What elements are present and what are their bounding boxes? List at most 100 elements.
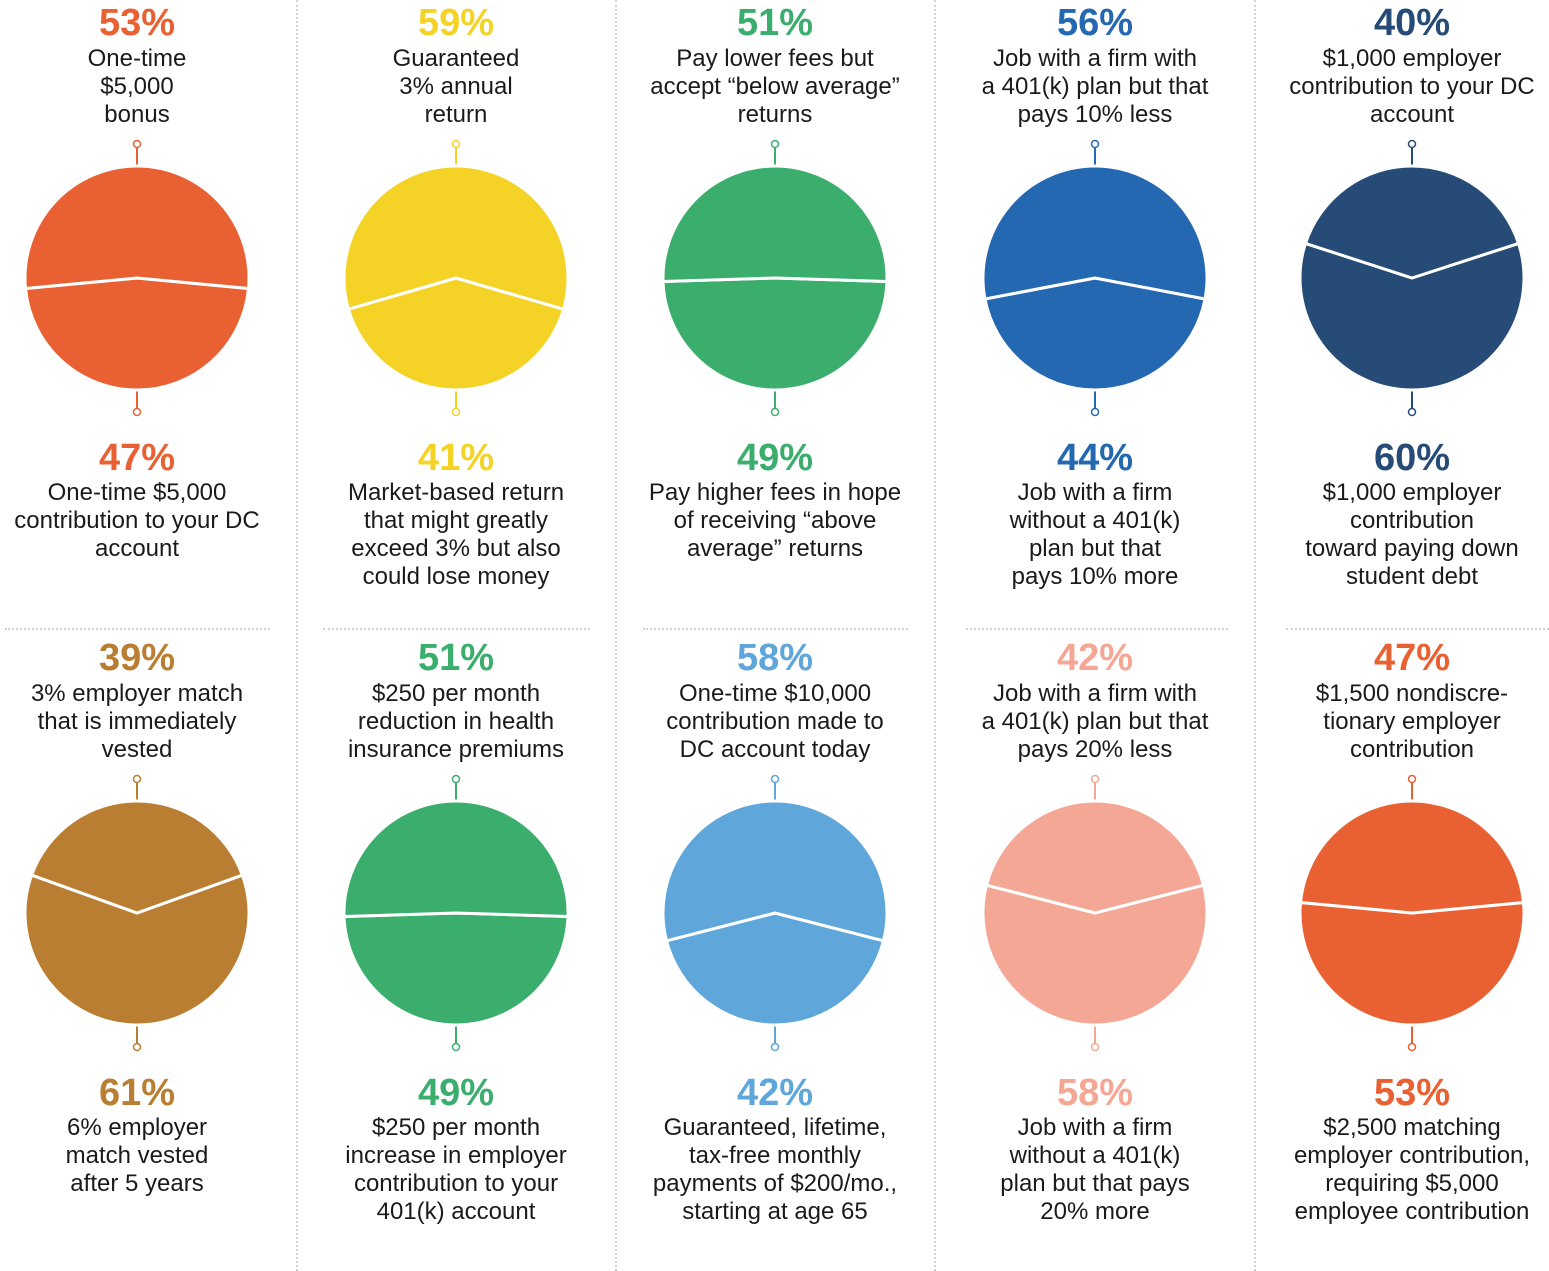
label-line: Guaranteed [392,45,520,72]
label-line: requiring $5,000 [1325,1170,1499,1197]
bottom-percentage: 58% [1056,1072,1134,1114]
top-option-label: 3% employer match that is immediately vest… [0,680,292,764]
pie-slice-bottom [981,883,1209,1027]
bottom-option-label: $2,500 matching employer contribution, req… [1257,1114,1549,1226]
pie-slice-top [661,164,889,284]
label-line: tionary employer [1323,708,1501,735]
label-line: of receiving “above [673,507,877,534]
top-option-label: Pay lower fees but accept “below average”… [620,45,930,129]
label-line: $5,000 [100,73,174,100]
label-line: pays 10% less [1017,101,1173,128]
label-line: without a 401(k) [1009,1142,1181,1169]
top-option-label: Job with a firm with a 401(k) plan but th… [940,680,1250,764]
label-line: tax-free monthly [688,1142,862,1169]
connector-dot [451,774,461,784]
connector-dot [1407,139,1417,149]
top-percentage: 56% [1056,2,1134,44]
connector-dot [132,1042,142,1052]
label-line: average” returns [686,535,864,562]
bottom-option-label: Pay higher fees in hope of receiving “abo… [620,479,930,563]
label-line: contribution to your DC [14,507,260,534]
column-divider [934,0,936,1271]
pie-panel: 59% Guaranteed 3% annual return 41% Market-ba… [301,0,611,635]
bottom-percentage: 41% [417,437,495,479]
pie-slice-bottom [23,276,251,392]
row-divider [643,628,908,630]
label-line: One-time [87,45,187,72]
label-line: accept “below average” [650,73,900,100]
top-option-label: $1,000 employer contribution to your DC ac… [1257,45,1549,129]
bottom-percentage: 60% [1373,437,1451,479]
pie-slice-top [342,164,570,311]
connector-dot [1407,407,1417,417]
connector-dot [1090,139,1100,149]
label-line: Guaranteed, lifetime, [663,1114,887,1141]
bottom-percentage: 44% [1056,437,1134,479]
label-line: plan but that [1028,535,1162,562]
top-option-label: One-time $5,000 bonus [0,45,292,129]
bottom-percentage: 49% [417,1072,495,1114]
pie-panel: 47% $1,500 nondiscre-tionary employer cont… [1257,635,1549,1270]
connector-dot [1090,1042,1100,1052]
label-line: Market-based return [347,479,565,506]
pie-chart [23,774,251,1052]
label-line: $250 per month [371,1114,541,1141]
pie-slice-bottom [661,276,889,392]
pie-chart [342,774,570,1052]
top-percentage: 42% [1056,637,1134,679]
label-line: starting at age 65 [682,1198,868,1225]
connector-dot [770,1042,780,1052]
pie-slice-top [981,164,1209,301]
label-line: One-time $5,000 [47,479,227,506]
top-option-label: Job with a firm with a 401(k) plan but th… [940,45,1250,129]
label-line: a 401(k) plan but that [981,73,1209,100]
label-line: $250 per month [371,680,541,707]
label-line: employer contribution, [1293,1142,1531,1169]
label-line: exceed 3% but also [351,535,561,562]
label-line: increase in employer [345,1142,567,1169]
top-option-label: $1,500 nondiscre-tionary employer contrib… [1257,680,1549,764]
pie-slice-bottom [1298,241,1526,392]
label-line: bonus [104,101,170,128]
connector-dot [1407,1042,1417,1052]
label-line: contribution to your [353,1170,559,1197]
row-divider [5,628,270,630]
top-percentage: 39% [98,637,176,679]
connector-dot [132,139,142,149]
bottom-option-label: 6% employer match vested after 5 years [0,1114,292,1198]
label-line: Pay higher fees in hope [648,479,902,506]
pie-slice-bottom [346,276,566,392]
top-percentage: 47% [1373,637,1451,679]
label-line: pays 20% less [1017,736,1173,763]
pie-slice-top [30,799,244,915]
pie-slice-bottom [1298,900,1526,1027]
bottom-option-label: $1,000 employer contribution toward paying… [1257,479,1549,591]
label-line: contribution made to [666,708,884,735]
pie-slice-top [1303,164,1521,280]
label-line: Job with a firm with [992,45,1198,72]
bottom-option-label: Job with a firm without a 401(k) plan but … [940,479,1250,591]
top-percentage: 59% [417,2,495,44]
pie-panel: 51% Pay lower fees but accept “below avera… [620,0,930,635]
pie-slice-top [985,799,1205,915]
bottom-option-label: Job with a firm without a 401(k) plan but … [940,1114,1250,1226]
label-line: employee contribution [1294,1198,1530,1225]
pie-chart [342,139,570,417]
label-line: a 401(k) plan but that [981,708,1209,735]
pie-chart [981,774,1209,1052]
label-line: toward paying down [1305,535,1519,562]
bottom-percentage: 49% [736,437,814,479]
label-line: return [424,101,488,128]
connector-dot [132,407,142,417]
label-line: 401(k) account [376,1198,536,1225]
label-line: that is immediately [37,708,237,735]
pie-slice-top [23,164,251,291]
top-percentage: 51% [736,2,814,44]
pie-slice-bottom [23,873,251,1027]
top-option-label: One-time $10,000 contribution made to DC a… [620,680,930,764]
connector-dot [770,774,780,784]
connector-dot [1407,774,1417,784]
bottom-percentage: 47% [98,437,176,479]
bottom-option-label: $250 per month increase in employer contri… [301,1114,611,1226]
label-line: without a 401(k) [1009,507,1181,534]
